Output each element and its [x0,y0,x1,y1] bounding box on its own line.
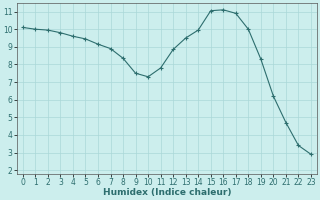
X-axis label: Humidex (Indice chaleur): Humidex (Indice chaleur) [103,188,231,197]
